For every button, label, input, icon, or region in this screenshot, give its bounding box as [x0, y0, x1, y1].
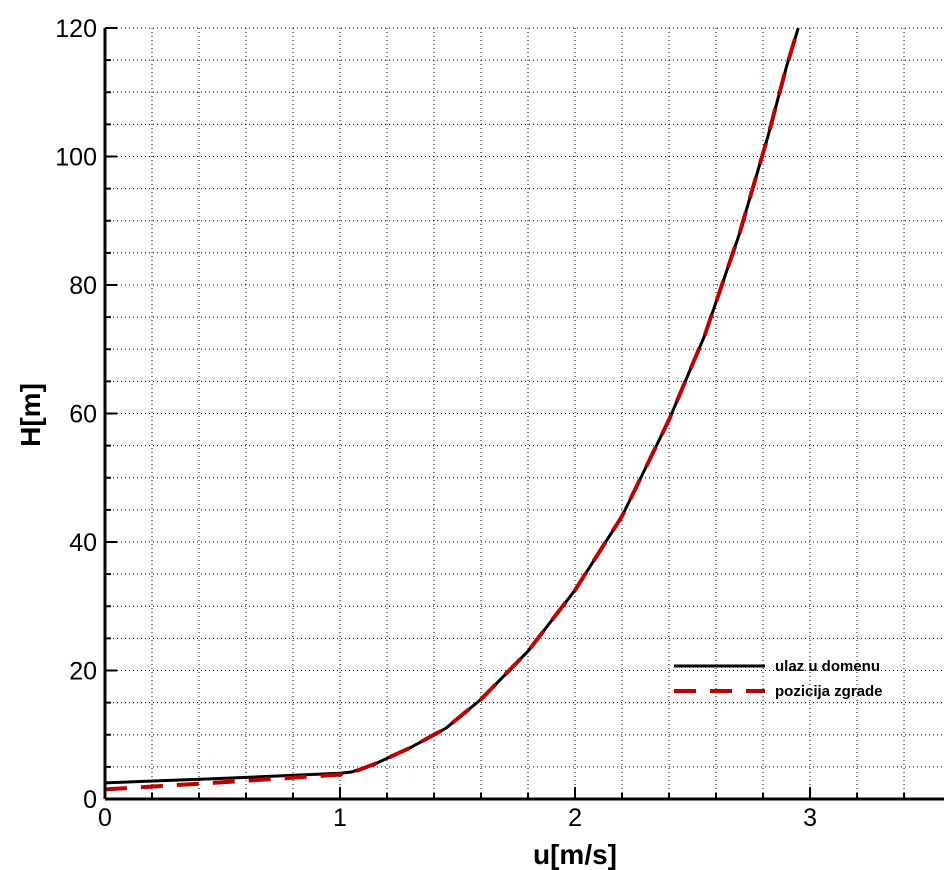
y-tick-label: 20: [69, 658, 97, 686]
x-tick-label: 2: [568, 804, 582, 832]
x-tick-label: 3: [803, 804, 817, 832]
x-tick-label: 0: [98, 804, 112, 832]
series-line-pozicija-zgrade: [104, 27, 801, 792]
tick-layer: 0 1 2 3 0 20 40 60 80 100 120: [55, 15, 906, 832]
y-tick-label: 100: [55, 144, 97, 172]
x-tick-label: 1: [333, 804, 347, 832]
y-tick-label: 0: [83, 786, 97, 814]
y-axis-title: H[m]: [15, 383, 46, 447]
y-tick-label: 80: [69, 272, 97, 300]
x-axis-title: u[m/s]: [533, 839, 617, 870]
y-tick-label: 40: [69, 529, 97, 557]
series-layer: [104, 27, 801, 792]
legend: ulaz u domenu pozicija zgrade: [674, 658, 883, 700]
series-line-ulaz-u-domenu: [104, 27, 800, 785]
y-tick-label: 60: [69, 401, 97, 429]
y-tick-label: 120: [55, 15, 97, 43]
legend-label-ulaz-u-domenu: ulaz u domenu: [775, 658, 880, 675]
legend-label-pozicija-zgrade: pozicija zgrade: [775, 683, 883, 700]
